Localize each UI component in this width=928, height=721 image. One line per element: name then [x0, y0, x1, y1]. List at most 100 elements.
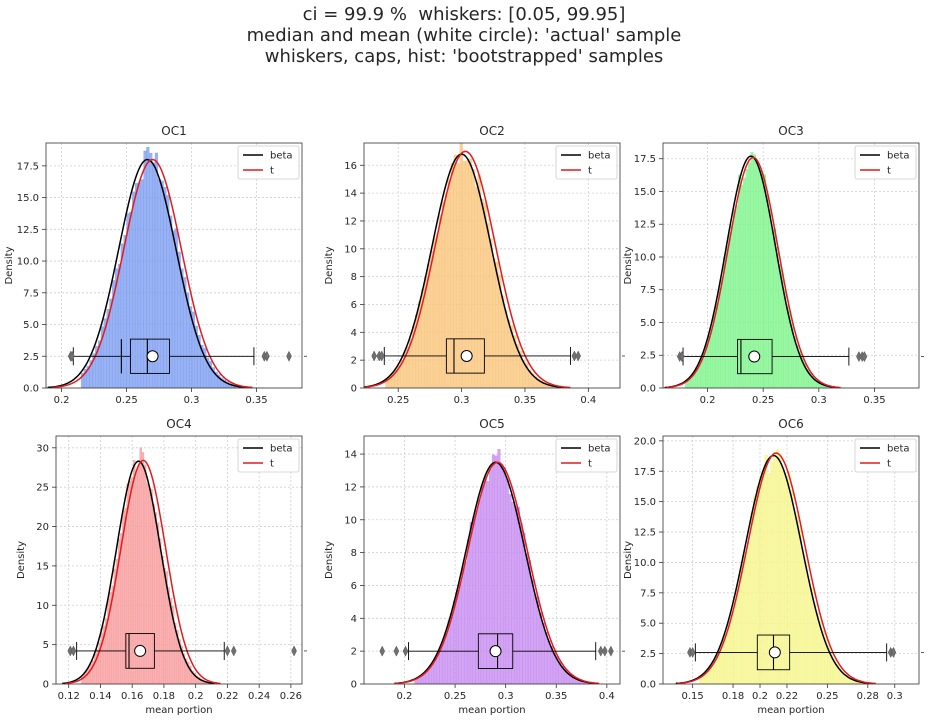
x-tick-label: 0.35: [863, 395, 885, 406]
hist-bar: [525, 553, 529, 684]
hist-bar: [456, 163, 460, 388]
x-tick-label: 0.3: [454, 395, 470, 406]
hist-bar: [163, 568, 166, 684]
flier-point: [393, 645, 400, 657]
hist-bar: [130, 477, 134, 684]
axes-frame: [662, 435, 920, 685]
x-tick-label: 0.3: [184, 395, 200, 406]
x-tick-label: 0.35: [245, 395, 267, 406]
hist-bar: [180, 268, 184, 388]
subplot-title: OC2: [479, 124, 504, 138]
y-tick-label: 10: [344, 515, 357, 526]
legend-label-beta: beta: [887, 151, 910, 162]
flier-point: [224, 645, 231, 657]
histogram: [414, 448, 592, 684]
hist-bar: [132, 191, 136, 388]
y-tick-label: 12: [344, 216, 357, 227]
hist-bar: [508, 494, 512, 684]
hist-bar: [743, 177, 746, 388]
y-tick-label: 5: [43, 640, 49, 651]
flier-point: [371, 350, 377, 362]
hist-bar: [710, 329, 714, 388]
curve-t: [364, 150, 571, 388]
y-tick-label: 10.0: [17, 257, 39, 268]
box-iqr: [737, 338, 773, 375]
y-tick-label: 2.5: [640, 351, 656, 362]
y-tick-label: 6: [351, 581, 357, 592]
hist-bar: [793, 512, 797, 684]
axes-frame: [363, 142, 621, 389]
x-tick-label: 0.2: [700, 395, 716, 406]
hist-bar: [444, 634, 448, 684]
hist-bar: [145, 482, 149, 684]
hist-bar: [160, 180, 164, 388]
legend-label-t: t: [887, 459, 891, 470]
hist-bar: [461, 567, 465, 684]
mean-marker: [748, 350, 761, 363]
x-tick-label: 0.14: [89, 691, 111, 702]
hist-bar: [455, 590, 460, 684]
subplot-oc6: 0.15 0.18 0.2 0.22 0.25 0.28 0.3 0.0 2.5 5.0 7.5 10…: [623, 417, 924, 716]
hist-bar: [117, 263, 122, 388]
x-tick-label: 0.2: [54, 395, 70, 406]
flier-point: [861, 350, 868, 363]
hist-bar: [758, 476, 763, 684]
subplot-title: OC6: [778, 417, 803, 431]
box-iqr: [130, 338, 170, 374]
flier-point: [575, 350, 581, 362]
x-tick-label: 0.35: [514, 395, 536, 406]
axes-frame: [45, 142, 303, 389]
mean-marker: [460, 349, 473, 362]
hist-bar: [812, 602, 817, 684]
subplot-oc3: 0.2 0.25 0.3 0.35 0.0 2.5 5.0 7.5 10.0 12.5 15.0 17…: [623, 124, 924, 406]
x-tick-label: 0.25: [115, 395, 137, 406]
hist-bar: [87, 667, 91, 684]
y-tick-label: 25: [36, 483, 49, 494]
hist-bar: [541, 623, 545, 684]
legend-label-t: t: [588, 166, 592, 177]
hist-bar: [763, 174, 767, 388]
hist-bar: [501, 295, 505, 388]
y-axis-label: Density: [4, 246, 15, 284]
hist-bar: [464, 561, 468, 684]
y-tick-label: 10: [344, 244, 357, 255]
x-tick-label: 0.3: [811, 395, 827, 406]
hist-bar: [741, 554, 746, 684]
x-tick-label: 0.35: [545, 691, 567, 702]
hist-bar: [436, 654, 440, 684]
x-tick-label: 0.22: [216, 691, 238, 702]
y-tick-label: 12.5: [634, 528, 656, 539]
hist-bar: [441, 201, 446, 388]
y-tick-label: 20.0: [634, 436, 656, 447]
y-tick-label: 0.0: [640, 680, 656, 691]
y-tick-label: 7.5: [640, 588, 656, 599]
flier-point: [602, 645, 608, 657]
hist-bar: [489, 238, 493, 388]
hist-bar: [469, 522, 473, 684]
hist-bar: [120, 533, 123, 684]
box-iqr: [477, 633, 514, 669]
flier-point: [291, 645, 297, 657]
curve-t: [65, 459, 221, 684]
flier-point: [402, 645, 409, 657]
y-tick-label: 0: [351, 680, 357, 691]
hist-bar: [790, 490, 794, 684]
hist-bar: [768, 209, 772, 388]
hist-bar: [715, 303, 719, 388]
axes-frame: [55, 435, 303, 685]
mean-marker: [768, 646, 781, 659]
curve-t: [677, 452, 876, 684]
hist-bar: [439, 647, 443, 684]
hist-bar: [480, 485, 484, 684]
hist-bar: [801, 553, 805, 684]
y-tick-label: 8: [351, 548, 357, 559]
curve-beta: [364, 153, 565, 388]
curve-beta: [62, 460, 215, 684]
hist-bar: [154, 512, 158, 684]
hist-bar: [143, 150, 147, 388]
y-tick-label: 2.5: [23, 352, 39, 363]
suptitle-line-2: median and mean (white circle): 'actual'…: [246, 25, 682, 46]
hist-bar: [438, 215, 443, 388]
subplot-title: OC3: [778, 124, 803, 138]
